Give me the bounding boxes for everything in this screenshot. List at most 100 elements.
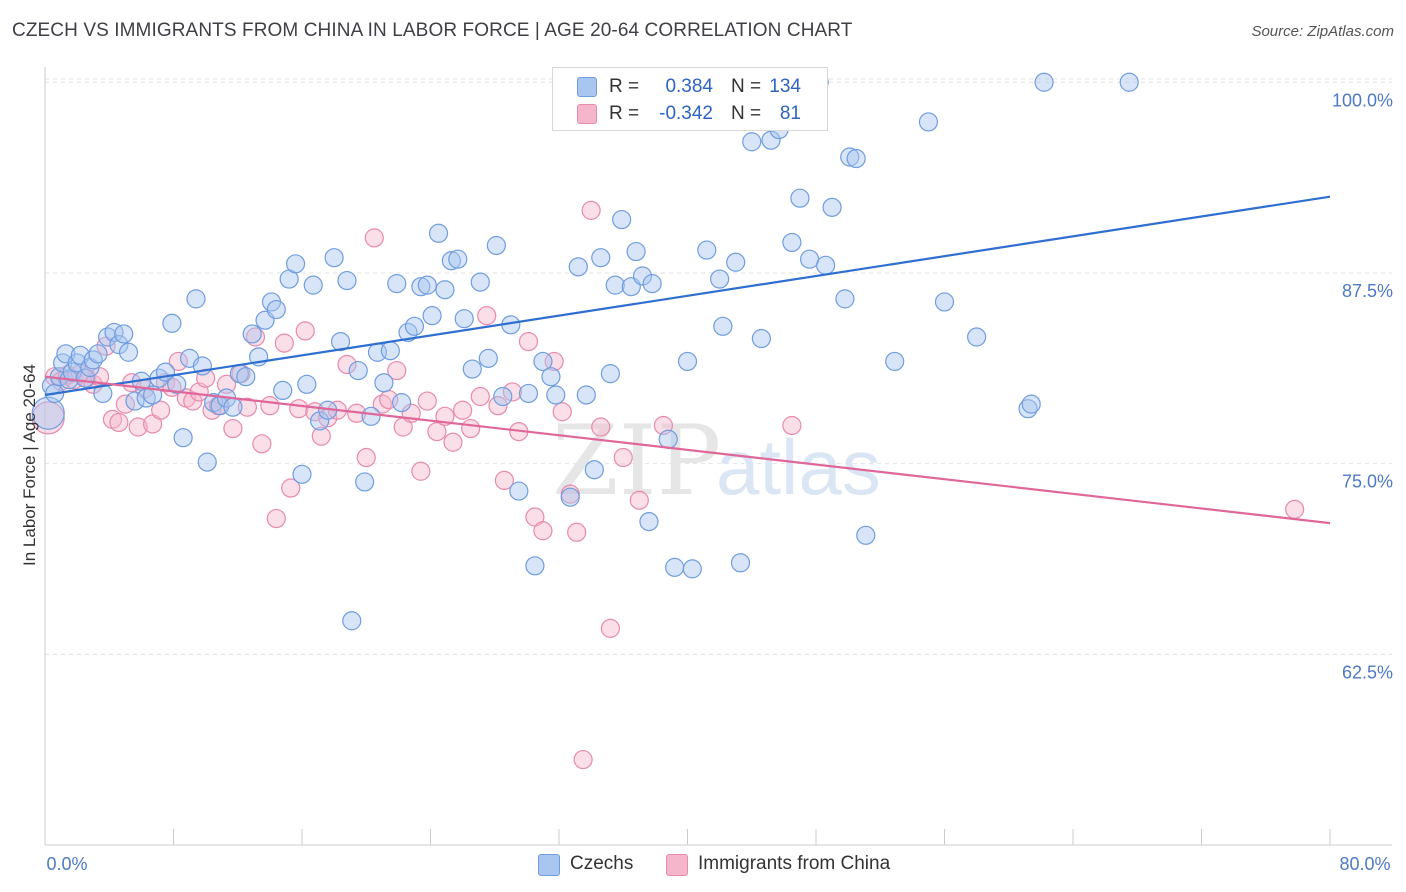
czechs-point [454,309,474,329]
czechs-point [387,274,407,294]
czechs-point [790,188,810,208]
axes [44,67,1392,846]
china-point [461,418,481,439]
china-point [387,360,407,381]
czechs-point [509,481,529,501]
czechs-point [726,252,746,272]
china-point [494,470,514,491]
czechs-point [658,429,678,449]
china-point [417,391,437,411]
czechs-point [411,277,431,297]
czechs-point [404,316,425,336]
china-point [453,400,473,420]
czechs-point [380,341,400,361]
china-point [223,418,243,439]
china-point [252,434,272,454]
china-point [128,417,148,437]
chart-title: CZECH VS IMMIGRANTS FROM CHINA IN LABOR … [12,20,853,41]
y-axis-title: In Labor Force | Age 20-64 [20,364,39,566]
china-point [411,461,431,481]
watermark-atlas: atlas [716,423,881,511]
czechs-point [799,249,820,269]
czechs-point [918,112,939,132]
stats-legend-row-czechs: R = 0.384 N = 134 [553,73,827,101]
czechs-point [560,487,580,507]
china-point [567,522,587,542]
czechs-point [697,240,717,260]
czechs-point [1119,72,1139,92]
czechs-point [223,397,243,417]
china-point [518,331,539,352]
czechs-point [677,351,698,372]
czechs-point [568,257,588,277]
czechs-point [428,223,449,243]
china-point [629,490,649,510]
czechs-point [88,344,108,364]
czechs-point [967,327,987,347]
czechs-r-value: 0.384 [665,76,713,97]
china-point [289,399,309,419]
y-tick-label: 62.5% [1342,662,1393,682]
china-point [356,447,376,468]
czechs-swatch [577,77,597,97]
czechs-point [934,292,955,312]
china-point [533,521,553,541]
series-czechs [31,71,1139,631]
y-tick-label: 100.0% [1332,90,1393,110]
czechs-point [626,241,646,262]
czechs-point [525,556,545,576]
czechs-point [292,464,312,484]
china-point [337,354,357,375]
china-point [470,386,490,407]
czechs-point [93,383,113,404]
czechs-point [470,272,490,292]
czechs-point [591,248,611,268]
czechs-point [642,274,662,294]
czechs-point [1034,72,1054,92]
china-legend-label: Immigrants from China [698,853,891,874]
czechs-point [355,472,375,492]
y-tick-label: 87.5% [1342,281,1393,301]
china-legend-swatch [666,854,688,876]
czechs-point [297,374,317,394]
czechs-point [374,373,394,393]
czechs-point [665,557,685,577]
czechs-point [1021,394,1041,414]
czechs-point [310,411,330,431]
czechs-point [330,331,351,352]
x-tick-labels: 0.0% 80.0% [46,854,1390,874]
czechs-point [462,359,482,379]
czechs-point [162,313,182,333]
china-point [168,351,188,372]
china-point [443,432,463,452]
china-point [488,396,508,416]
china-point [581,200,601,220]
czechs-point [242,324,262,344]
czechs-point [533,351,553,372]
china-point [109,412,129,433]
china-point [477,306,497,326]
czechs-point [342,611,362,631]
czechs-point [348,360,368,381]
czechs-point [435,280,455,300]
china-point [427,421,447,442]
china-point [613,447,633,468]
czechs-point [448,249,468,269]
czechs-point [840,147,860,167]
china-point [245,327,266,347]
x-tick-label: 0.0% [46,854,87,874]
czechs-point [197,452,217,472]
czechs-point [422,306,442,326]
china-point [295,321,315,341]
czechs-point [493,386,513,407]
watermark: ZIP atlas [552,405,881,517]
czechs-point [835,289,855,309]
czechs-point [576,385,596,405]
czechs-point [761,130,781,150]
czechs-trend-line [44,195,1331,397]
czechs-point [782,232,802,253]
czechs-point [742,132,762,152]
czechs-point [337,270,357,291]
czechs-point [751,328,771,349]
